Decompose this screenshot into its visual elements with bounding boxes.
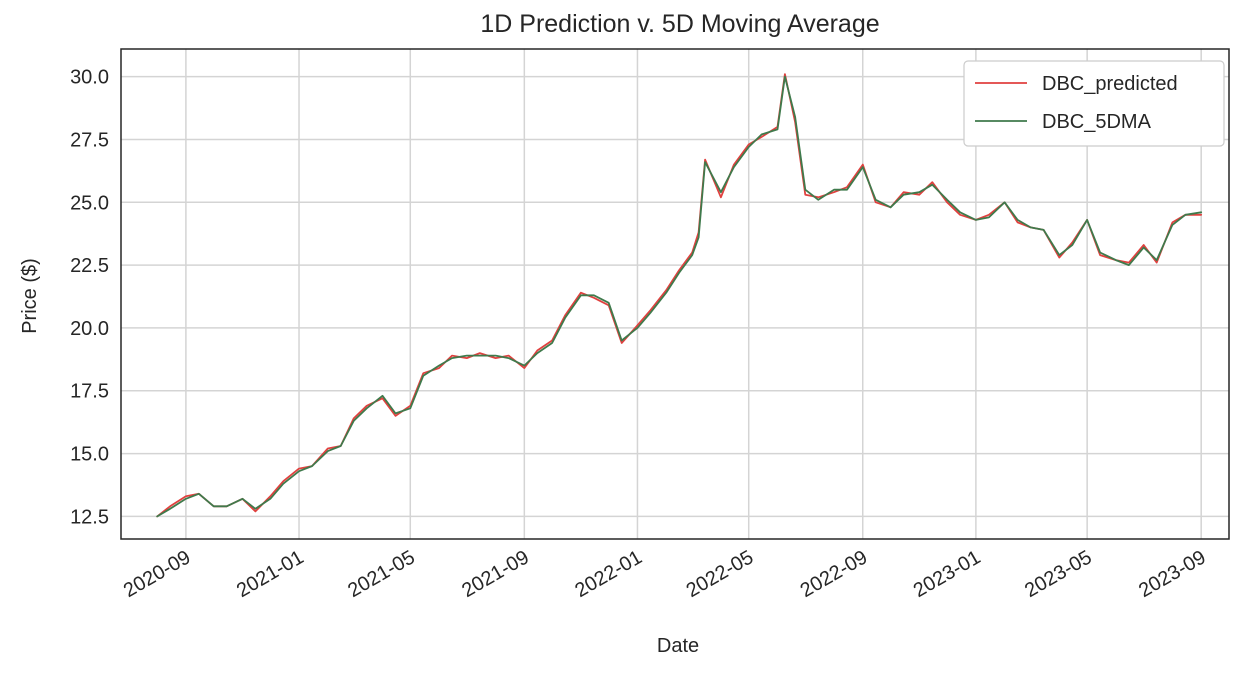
y-tick-label: 20.0: [70, 318, 109, 340]
chart-title: 1D Prediction v. 5D Moving Average: [480, 10, 879, 38]
x-tick-label: 2021-09: [458, 546, 533, 602]
x-tick-label: 2020-09: [120, 546, 195, 602]
y-tick-label: 17.5: [70, 381, 109, 403]
y-tick-label: 25.0: [70, 192, 109, 214]
legend-box: [963, 60, 1225, 147]
x-tick-label: 2022-01: [571, 546, 646, 602]
legend-label-dbc-5dma: DBC_5DMA: [1042, 111, 1152, 133]
y-tick-label: 22.5: [70, 255, 109, 277]
y-axis-ticks: 12.5 15.0 17.5 20.0 22.5 25.0 27.5 30.0: [70, 67, 109, 529]
x-tick-label: 2023-01: [910, 546, 985, 602]
y-axis-label: Price ($): [19, 258, 41, 334]
x-axis-label: Date: [657, 635, 699, 657]
x-tick-label: 2022-05: [683, 546, 758, 602]
series-lines: [156, 73, 1203, 518]
series-line-dbc-5dma: [156, 75, 1203, 518]
y-tick-label: 30.0: [70, 67, 109, 89]
x-tick-label: 2021-01: [233, 546, 308, 602]
x-tick-label: 2021-05: [344, 546, 419, 602]
legend-label-dbc-predicted: DBC_predicted: [1042, 73, 1178, 95]
x-tick-label: 2023-09: [1135, 546, 1210, 602]
plot-frame: [120, 48, 1230, 540]
x-tick-label: 2023-05: [1021, 546, 1096, 602]
grid: [121, 49, 1229, 539]
legend: DBC_predicted DBC_5DMA: [963, 60, 1225, 147]
y-tick-label: 27.5: [70, 129, 109, 151]
x-axis-ticks: 2020-09 2021-01 2021-05 2021-09 2022-01 2022-…: [120, 546, 1210, 602]
y-tick-label: 15.0: [70, 444, 109, 466]
x-tick-label: 2022-09: [797, 546, 872, 602]
y-tick-label: 12.5: [70, 506, 109, 528]
